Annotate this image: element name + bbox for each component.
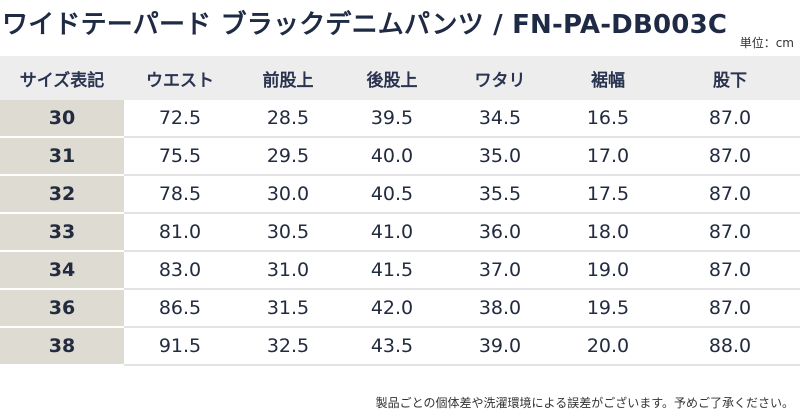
- table-cell: 37.0: [444, 251, 556, 290]
- table-cell: 16.5: [556, 100, 660, 138]
- table-cell: 39.5: [340, 100, 444, 138]
- table-cell: 87.0: [660, 289, 800, 328]
- column-header: 股下: [660, 56, 800, 100]
- table-cell: 72.5: [124, 100, 236, 138]
- table-cell: 41.5: [340, 251, 444, 290]
- table-cell: 18.0: [556, 213, 660, 252]
- column-header: サイズ表記: [0, 56, 124, 100]
- table-cell: 75.5: [124, 137, 236, 176]
- header-row: サイズ表記 ウエスト 前股上 後股上 ワタリ 裾幅 股下: [0, 56, 800, 100]
- table-cell: 19.5: [556, 289, 660, 328]
- table-cell: 81.0: [124, 213, 236, 252]
- table-cell: 19.0: [556, 251, 660, 290]
- table-cell: 36.0: [444, 213, 556, 252]
- size-cell: 32: [0, 175, 124, 214]
- table-cell: 91.5: [124, 327, 236, 366]
- column-header: ワタリ: [444, 56, 556, 100]
- table-cell: 31.5: [236, 289, 340, 328]
- table-cell: 42.0: [340, 289, 444, 328]
- table-row: 32 78.5 30.0 40.5 35.5 17.5 87.0: [0, 175, 800, 214]
- table-cell: 88.0: [660, 327, 800, 366]
- size-table: サイズ表記 ウエスト 前股上 後股上 ワタリ 裾幅 股下 30 72.5 28.…: [0, 56, 800, 366]
- size-cell: 33: [0, 213, 124, 252]
- table-cell: 17.5: [556, 175, 660, 214]
- footnote: 製品ごとの個体差や洗濯環境による誤差がございます。予めご了承ください。: [375, 396, 794, 410]
- size-cell: 36: [0, 289, 124, 328]
- table-row: 33 81.0 30.5 41.0 36.0 18.0 87.0: [0, 213, 800, 252]
- column-header: 後股上: [340, 56, 444, 100]
- table-row: 34 83.0 31.0 41.5 37.0 19.0 87.0: [0, 251, 800, 290]
- table-cell: 38.0: [444, 289, 556, 328]
- size-cell: 38: [0, 327, 124, 366]
- table-cell: 40.0: [340, 137, 444, 176]
- table-cell: 35.5: [444, 175, 556, 214]
- table-row: 30 72.5 28.5 39.5 34.5 16.5 87.0: [0, 100, 800, 138]
- table-cell: 78.5: [124, 175, 236, 214]
- table-cell: 83.0: [124, 251, 236, 290]
- size-cell: 31: [0, 137, 124, 176]
- table-row: 38 91.5 32.5 43.5 39.0 20.0 88.0: [0, 327, 800, 366]
- table-cell: 29.5: [236, 137, 340, 176]
- table-cell: 32.5: [236, 327, 340, 366]
- table-cell: 31.0: [236, 251, 340, 290]
- table-cell: 87.0: [660, 137, 800, 176]
- page-title: ワイドテーパード ブラックデニムパンツ / FN-PA-DB003C: [2, 10, 728, 40]
- column-header: 前股上: [236, 56, 340, 100]
- table-cell: 20.0: [556, 327, 660, 366]
- table-row: 31 75.5 29.5 40.0 35.0 17.0 87.0: [0, 137, 800, 176]
- unit-label: 単位：cm: [739, 36, 794, 50]
- table-cell: 30.5: [236, 213, 340, 252]
- table-cell: 30.0: [236, 175, 340, 214]
- table-cell: 39.0: [444, 327, 556, 366]
- table-cell: 87.0: [660, 175, 800, 214]
- size-cell: 30: [0, 100, 124, 138]
- size-cell: 34: [0, 251, 124, 290]
- table-cell: 43.5: [340, 327, 444, 366]
- table-cell: 40.5: [340, 175, 444, 214]
- table-cell: 87.0: [660, 213, 800, 252]
- table-cell: 35.0: [444, 137, 556, 176]
- table-cell: 86.5: [124, 289, 236, 328]
- table-row: 36 86.5 31.5 42.0 38.0 19.5 87.0: [0, 289, 800, 328]
- column-header: 裾幅: [556, 56, 660, 100]
- table-cell: 41.0: [340, 213, 444, 252]
- table-cell: 87.0: [660, 251, 800, 290]
- table-cell: 28.5: [236, 100, 340, 138]
- table-cell: 34.5: [444, 100, 556, 138]
- table-cell: 87.0: [660, 100, 800, 138]
- table-cell: 17.0: [556, 137, 660, 176]
- column-header: ウエスト: [124, 56, 236, 100]
